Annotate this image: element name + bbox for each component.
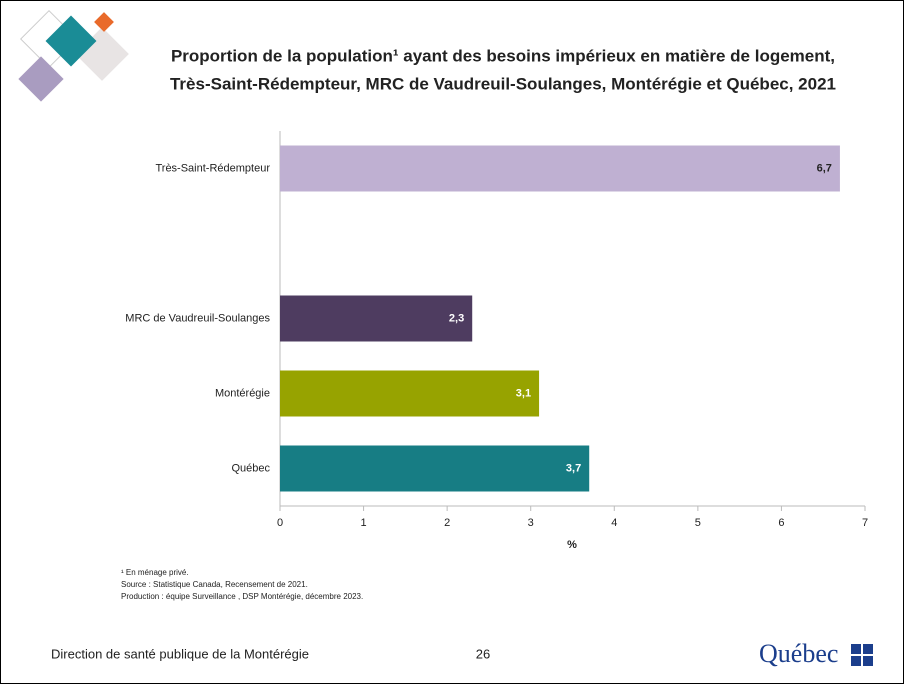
value-label: 3,7 (566, 462, 581, 474)
x-tick-label: 4 (611, 517, 617, 529)
page-number: 26 (476, 646, 490, 661)
y-tick-label: Québec (231, 462, 270, 474)
chart-title: Proportion de la population¹ ayant des b… (171, 46, 835, 65)
footer-text: Direction de santé publique de la Montér… (51, 646, 309, 661)
x-tick-label: 2 (444, 517, 450, 529)
value-label: 6,7 (817, 162, 832, 174)
value-label: 3,1 (516, 387, 531, 399)
deco-square (94, 12, 114, 32)
footnote: ¹ En ménage privé. (121, 568, 189, 577)
y-tick-label: Très-Saint-Rédempteur (155, 162, 270, 174)
bar (280, 145, 840, 192)
bar (280, 445, 590, 492)
footnote: Production : équipe Surveillance , DSP M… (121, 592, 363, 601)
x-tick-label: 7 (862, 517, 868, 529)
x-tick-label: 5 (695, 517, 701, 529)
deco-square (45, 15, 97, 67)
bar (280, 370, 540, 417)
x-axis-label: % (567, 539, 577, 551)
logo-text: Québec (759, 639, 838, 668)
logo: Québec (759, 639, 873, 668)
y-tick-label: MRC de Vaudreuil-Soulanges (125, 312, 270, 324)
x-tick-label: 1 (361, 517, 367, 529)
x-tick-label: 3 (528, 517, 534, 529)
chart-title: Très-Saint-Rédempteur, MRC de Vaudreuil-… (170, 74, 836, 93)
x-tick-label: 6 (778, 517, 784, 529)
x-tick-label: 0 (277, 517, 283, 529)
y-tick-label: Montérégie (215, 387, 270, 399)
footnote: Source : Statistique Canada, Recensement… (121, 580, 308, 589)
decoration (18, 10, 129, 102)
value-label: 2,3 (449, 312, 464, 324)
bar (280, 295, 473, 342)
deco-square (18, 56, 64, 102)
